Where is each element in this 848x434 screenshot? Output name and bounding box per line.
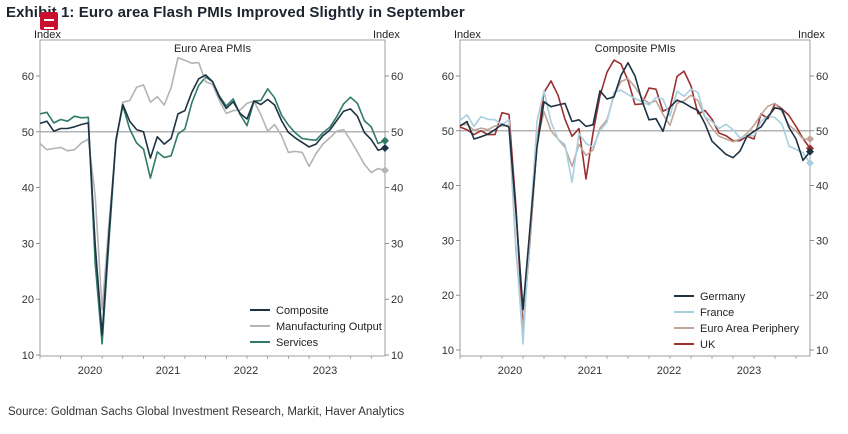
series-end-marker [381, 143, 389, 152]
y-tick-label-right: 20 [391, 294, 403, 306]
x-tick-label: 2023 [313, 365, 337, 377]
y-axis-label-left: Index [34, 29, 61, 41]
y-tick-label-left: 30 [22, 238, 34, 250]
y-tick-label-left: 40 [442, 181, 454, 193]
y-tick-label-left: 40 [22, 183, 34, 195]
y-tick-label-right: 10 [391, 350, 403, 362]
series-end-marker [806, 135, 814, 144]
legend-label: Euro Area Periphery [700, 323, 800, 335]
panel-title: Euro Area PMIs [174, 43, 252, 55]
y-tick-label-right: 60 [816, 71, 828, 83]
y-tick-label-left: 50 [442, 126, 454, 138]
x-tick-label: 2020 [498, 365, 522, 377]
x-tick-label: 2022 [234, 365, 258, 377]
y-tick-label-right: 40 [391, 183, 403, 195]
y-tick-label-right: 10 [816, 345, 828, 357]
y-tick-label-left: 10 [442, 345, 454, 357]
source-note: Source: Goldman Sachs Global Investment … [8, 406, 405, 418]
series-line-composite [39, 74, 386, 336]
brand-logo-icon [40, 12, 58, 30]
x-tick-label: 2021 [578, 365, 602, 377]
plot-frame [39, 39, 386, 357]
x-tick-label: 2020 [78, 365, 102, 377]
y-tick-label-right: 60 [391, 71, 403, 83]
y-axis-label-left: Index [454, 29, 481, 41]
series-end-marker [806, 159, 814, 168]
series-line-euro-area-periphery [459, 77, 810, 332]
y-tick-label-right: 40 [816, 181, 828, 193]
y-axis-label-right: Index [798, 29, 825, 41]
y-tick-label-right: 30 [391, 238, 403, 250]
y-tick-label-left: 60 [442, 71, 454, 83]
series-end-marker [806, 147, 814, 156]
panel-title: Composite PMIs [595, 43, 676, 55]
x-tick-label: 2021 [156, 365, 180, 377]
plot-frame [459, 39, 811, 357]
chart-title: Exhibit 1: Euro area Flash PMIs Improved… [6, 4, 465, 21]
y-tick-label-right: 30 [816, 235, 828, 247]
legend-label: Germany [700, 291, 746, 303]
y-tick-label-left: 50 [22, 127, 34, 139]
x-tick-label: 2023 [737, 365, 761, 377]
series-line-germany [459, 61, 811, 311]
y-tick-label-left: 20 [442, 290, 454, 302]
series-line-manufacturing-output [39, 56, 386, 311]
legend-label: Manufacturing Output [276, 321, 382, 333]
series-line-france [459, 88, 811, 345]
y-tick-label-right: 20 [816, 290, 828, 302]
x-tick-label: 2022 [657, 365, 681, 377]
y-tick-label-left: 60 [22, 71, 34, 83]
series-line-services [39, 76, 386, 345]
legend-label: Composite [276, 305, 329, 317]
legend-label: France [700, 307, 734, 319]
y-tick-label-left: 20 [22, 294, 34, 306]
y-tick-label-right: 50 [391, 127, 403, 139]
series-end-marker [381, 136, 389, 145]
legend-label: Services [276, 337, 319, 349]
y-axis-label-right: Index [373, 29, 400, 41]
series-end-marker [381, 166, 389, 175]
legend-label: UK [700, 339, 716, 351]
y-tick-label-left: 30 [442, 235, 454, 247]
y-tick-label-right: 50 [816, 126, 828, 138]
y-tick-label-left: 10 [22, 350, 34, 362]
